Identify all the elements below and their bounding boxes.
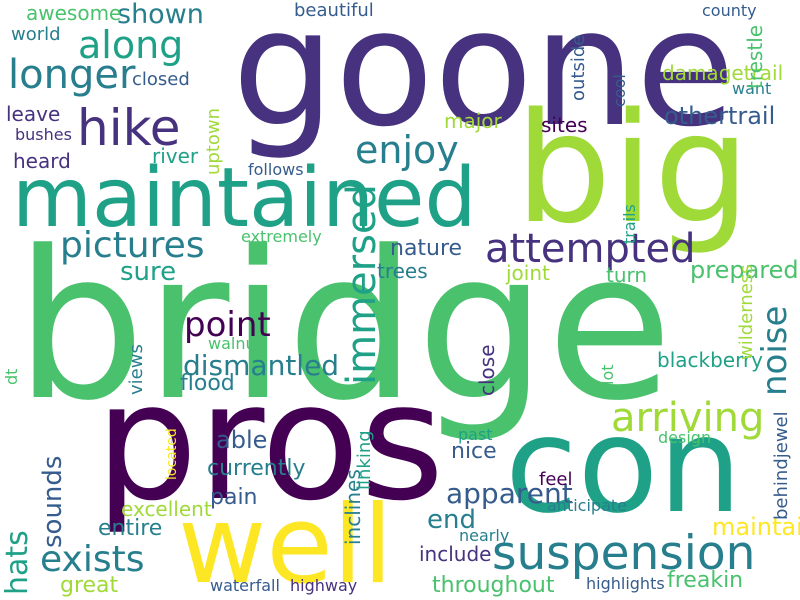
word-linking: highlights [586, 574, 665, 593]
word-feel: county [702, 1, 757, 20]
word-big: big [515, 80, 751, 257]
word-nature: flood [180, 371, 235, 396]
word-include: follows [248, 160, 304, 179]
word-able: dismantled [183, 349, 340, 382]
word-maintained: maintained [12, 151, 477, 246]
word-located: waterfall [210, 576, 280, 595]
word-sites: damagetrail [662, 61, 784, 85]
word-currently: othertrail [664, 102, 776, 130]
word-turn: nice [451, 439, 497, 464]
word-arriving: arriving [611, 395, 765, 441]
word-noise: blackberry [657, 348, 764, 372]
word-walnut: wilderness [736, 264, 757, 360]
word-enjoy: enjoy [355, 128, 459, 172]
word-exists: immersed [339, 184, 385, 385]
word-longer: longer [8, 52, 136, 98]
word-follows: sites [541, 113, 588, 137]
word-pictures: pictures [60, 225, 205, 266]
word-throughout: cool [610, 74, 629, 107]
word-flood: end [427, 505, 476, 535]
word-excellent: extremely [241, 227, 322, 246]
word-waterfall: walnut [208, 334, 262, 353]
word-trestle: design [658, 428, 712, 447]
word-river: leave [6, 102, 61, 126]
word-sounds: linking [354, 430, 375, 490]
word-awesome: freakin [667, 568, 744, 593]
word-great: prepared [690, 256, 799, 284]
word-extremely: heard [13, 149, 71, 173]
word-blackberry: close [475, 344, 499, 396]
word-inclines: throughout [432, 573, 555, 598]
word-bushes: major [444, 109, 502, 133]
word-wilderness: nearly [459, 526, 510, 545]
word-past: trestle [743, 24, 767, 89]
word-sure: point [184, 305, 271, 345]
word-joint: pain [210, 485, 258, 510]
word-goone: goone [232, 0, 736, 163]
word-othertrail: sure [120, 257, 177, 287]
word-heard: outside [568, 34, 589, 101]
word-immersed: dt [2, 368, 21, 385]
word-leave: world [11, 24, 61, 45]
word-nearly: trees [377, 259, 428, 283]
word-along: along [78, 23, 184, 67]
word-well: well [178, 483, 393, 600]
word-cool: past [458, 425, 493, 444]
word-close: anticipate [547, 496, 627, 515]
word-uptown: located [164, 428, 180, 480]
word-outside: behindjewel [771, 411, 792, 520]
word-lot: include [419, 542, 492, 566]
word-highlights: lot [598, 364, 617, 385]
word-shown: noise [755, 305, 795, 396]
word-design: want [732, 79, 772, 98]
word-world: entire [98, 516, 163, 541]
word-attempted: attempted [485, 226, 696, 272]
word-point: exists [40, 539, 145, 580]
word-apparent: hats [0, 530, 35, 595]
word-county: bushes [15, 125, 72, 144]
word-dismantled: shown [117, 0, 204, 30]
word-damagetrail: beautiful [294, 0, 374, 21]
word-dt: maintaining [712, 513, 800, 541]
word-trails: feel [539, 469, 573, 490]
word-bridge: bridge [15, 208, 673, 446]
word-anticipate: trails [620, 204, 639, 244]
word-major: closed [132, 69, 190, 90]
word-closed: awesome [26, 1, 122, 25]
word-pros: pros [95, 349, 445, 537]
word-hike: hike [77, 99, 181, 157]
word-beautiful: great [60, 573, 119, 598]
word-trees: currently [207, 456, 306, 481]
word-pain: nature [390, 236, 463, 261]
word-end: apparent [446, 477, 573, 510]
word-views: excellent [121, 497, 212, 521]
word-freakin: joint [506, 261, 550, 285]
word-behindjewel: highway [290, 576, 358, 595]
word-want: river [152, 144, 199, 168]
word-entire: turn [606, 263, 648, 287]
word-highway: views [126, 344, 147, 395]
word-con: con [505, 389, 742, 543]
word-suspension: suspension [492, 526, 756, 581]
word-nice: able [216, 426, 268, 454]
word-maintaining: uptown [203, 107, 224, 175]
word-prepared: sounds [38, 455, 68, 548]
